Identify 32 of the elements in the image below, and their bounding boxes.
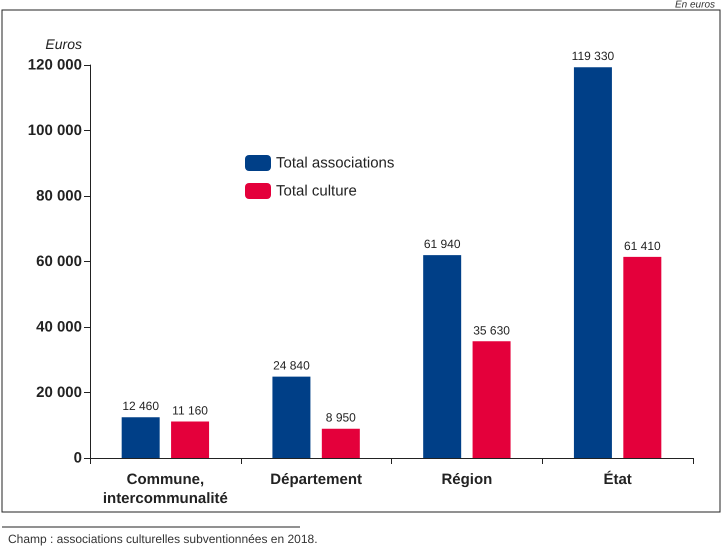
legend-label: Total culture [276, 182, 357, 200]
bar [272, 376, 310, 458]
data-label: 61 940 [424, 237, 461, 252]
text: Champ : associations culturelles subventionnées en 2018. [8, 532, 318, 546]
data-label: 24 840 [273, 358, 310, 373]
bar [623, 256, 662, 458]
y-tick-label: 60 000 [36, 253, 82, 270]
x-tick-label: Commune, intercommunalité [102, 471, 228, 507]
bar [574, 67, 612, 458]
bar [322, 428, 360, 458]
data-label: 8 950 [326, 410, 356, 425]
legend-label: Total associations [276, 154, 394, 172]
y-tick-label: 120 000 [28, 56, 82, 74]
y-tick-label: 0 [74, 450, 82, 466]
y-tick-label: 100 000 [28, 122, 82, 139]
bar [472, 341, 511, 458]
y-tick-label: 20 000 [36, 384, 82, 401]
x-tick-label: Région [441, 471, 492, 488]
data-label: 119 330 [572, 49, 614, 64]
data-label: 12 460 [122, 399, 160, 414]
x-tick-label: Département [270, 471, 362, 488]
bar [423, 255, 462, 458]
data-label: 61 410 [624, 238, 662, 253]
y-tick-label: 40 000 [36, 318, 82, 336]
data-label: 35 630 [473, 323, 510, 338]
bar [122, 417, 160, 458]
y-axis-title: Euros [45, 36, 82, 52]
x-tick-label: État [603, 470, 632, 488]
data-label: 11 160 [172, 403, 208, 418]
bar [171, 421, 210, 458]
y-tick-label: 80 000 [36, 188, 82, 204]
text: En euros [674, 0, 716, 10]
